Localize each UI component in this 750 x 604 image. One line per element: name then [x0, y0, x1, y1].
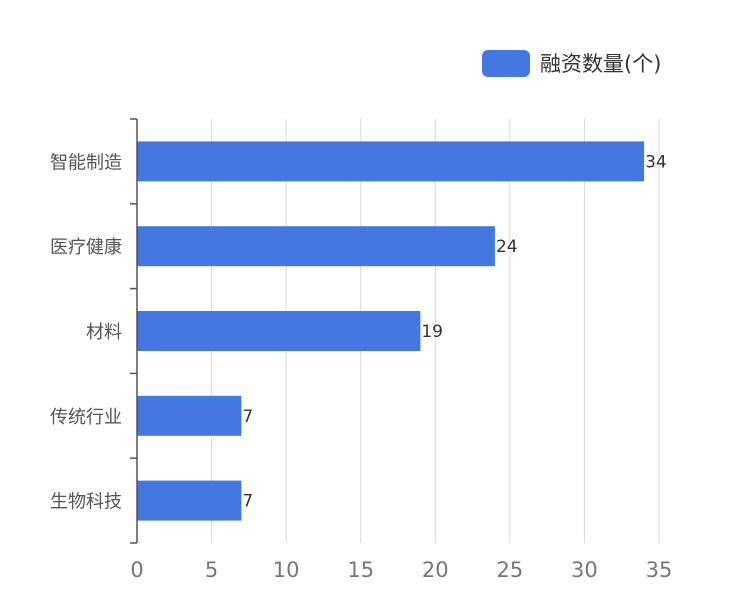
bar-1[interactable] — [137, 141, 645, 182]
x-tick-label: 35 — [646, 558, 673, 582]
data-label: 19 — [421, 322, 443, 342]
category-label: 生物科技 — [50, 492, 122, 513]
bar-5[interactable] — [137, 480, 242, 521]
category-label: 传统行业 — [50, 407, 122, 428]
bars — [137, 141, 645, 521]
x-tick-label: 0 — [130, 558, 143, 582]
x-tick-label: 20 — [422, 558, 449, 582]
data-label: 7 — [242, 492, 253, 512]
bar-3[interactable] — [137, 311, 421, 351]
bar-2[interactable] — [137, 226, 495, 267]
x-tick-label: 15 — [347, 558, 374, 582]
data-label: 34 — [645, 152, 667, 172]
x-tick-label: 10 — [273, 558, 300, 582]
category-label: 材料 — [86, 322, 122, 343]
data-label: 24 — [496, 237, 518, 257]
axes — [130, 118, 138, 544]
legend[interactable]: 融资数量(个) — [482, 50, 661, 77]
legend-swatch[interactable] — [482, 50, 530, 77]
legend-label[interactable]: 融资数量(个) — [540, 52, 661, 76]
category-label: 医疗健康 — [50, 237, 122, 258]
data-label: 7 — [242, 407, 253, 427]
x-tick-label: 30 — [571, 558, 598, 582]
bar-4[interactable] — [137, 395, 242, 436]
x-tick-label: 25 — [496, 558, 523, 582]
category-label: 智能制造 — [50, 152, 122, 173]
x-tick-label: 5 — [205, 558, 218, 582]
labels: 0 5 10 15 20 25 30 35 智能制造 34 医疗健康 24 材料 19 传统行业 7 生物科技 7 — [50, 152, 672, 582]
